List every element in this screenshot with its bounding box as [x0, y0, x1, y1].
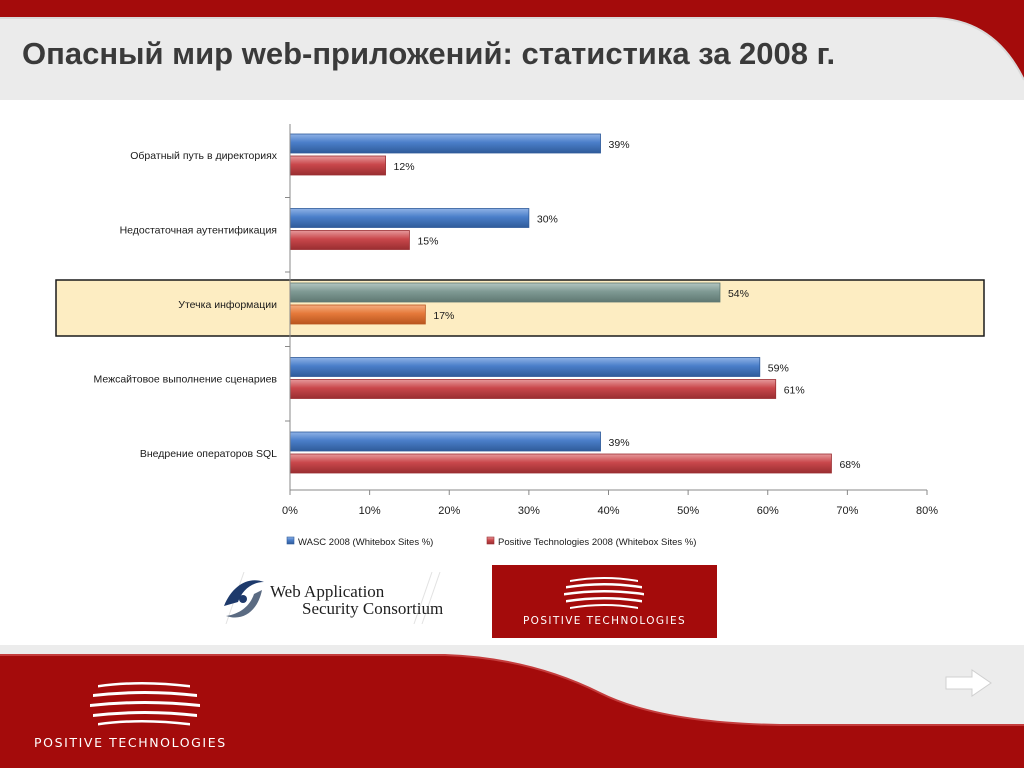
arrow-right-icon[interactable]	[944, 668, 994, 698]
x-tick-label: 30%	[518, 505, 540, 517]
bar-wasc	[289, 357, 761, 377]
bar-pt	[289, 304, 426, 325]
slide-title: Опасный мир web-приложений: статистика з…	[22, 36, 836, 71]
bar-wasc	[289, 431, 601, 452]
data-label: 15%	[417, 236, 438, 248]
legend-swatch	[286, 536, 295, 545]
category-label: Утечка информации	[178, 299, 277, 311]
bar-wasc	[289, 133, 601, 154]
pt-logo-label: POSITIVE TECHNOLOGIES	[522, 615, 687, 627]
category-label: Недостаточная аутентификация	[120, 225, 277, 237]
bar-pt	[289, 379, 777, 399]
data-label: 59%	[768, 363, 789, 375]
header-band	[0, 0, 1024, 100]
pt-logo-box: POSITIVE TECHNOLOGIES	[492, 565, 717, 638]
bar-pt	[289, 155, 386, 176]
category-label: Обратный путь в директориях	[130, 150, 277, 162]
x-tick-label: 20%	[438, 505, 460, 517]
category-label: Внедрение операторов SQL	[140, 448, 277, 460]
footer-band	[0, 645, 1024, 768]
bar-chart: 39% 12% 30% 15% 54% 17% 59% 61% 39% 68% Обратный …	[55, 124, 985, 548]
legend-label: WASC 2008 (Whitebox Sites %)	[298, 537, 433, 548]
category-label: Межсайтовое выполнение сценариев	[93, 374, 277, 386]
bar-pt	[289, 230, 410, 250]
data-label: 39%	[609, 139, 630, 151]
bar-wasc	[289, 282, 721, 303]
footer-brand-label: POSITIVE TECHNOLOGIES	[34, 735, 227, 750]
wasc-logo	[224, 572, 441, 624]
data-label: 54%	[728, 288, 749, 300]
data-label: 61%	[784, 385, 805, 397]
data-label: 17%	[433, 310, 454, 322]
legend-swatch	[486, 536, 495, 545]
bar-pt	[289, 453, 832, 474]
pt-logo-icon	[564, 577, 644, 609]
x-tick-label: 40%	[597, 505, 619, 517]
x-tick-label: 10%	[359, 505, 381, 517]
x-tick-label: 0%	[282, 505, 298, 517]
wasc-line-1: Web Application	[270, 582, 385, 601]
x-tick-label: 80%	[916, 505, 938, 517]
bar-wasc	[289, 208, 530, 228]
x-tick-label: 70%	[836, 505, 858, 517]
x-tick-label: 50%	[677, 505, 699, 517]
legend-label: Positive Technologies 2008 (Whitebox Sit…	[498, 537, 696, 548]
wasc-logo-text: Web Application Security Consortium	[270, 583, 443, 617]
x-tick-label: 60%	[757, 505, 779, 517]
wasc-line-2: Security Consortium	[302, 599, 444, 618]
data-label: 30%	[537, 214, 558, 226]
data-label: 39%	[609, 437, 630, 449]
data-label: 68%	[839, 459, 860, 471]
data-label: 12%	[394, 161, 415, 173]
